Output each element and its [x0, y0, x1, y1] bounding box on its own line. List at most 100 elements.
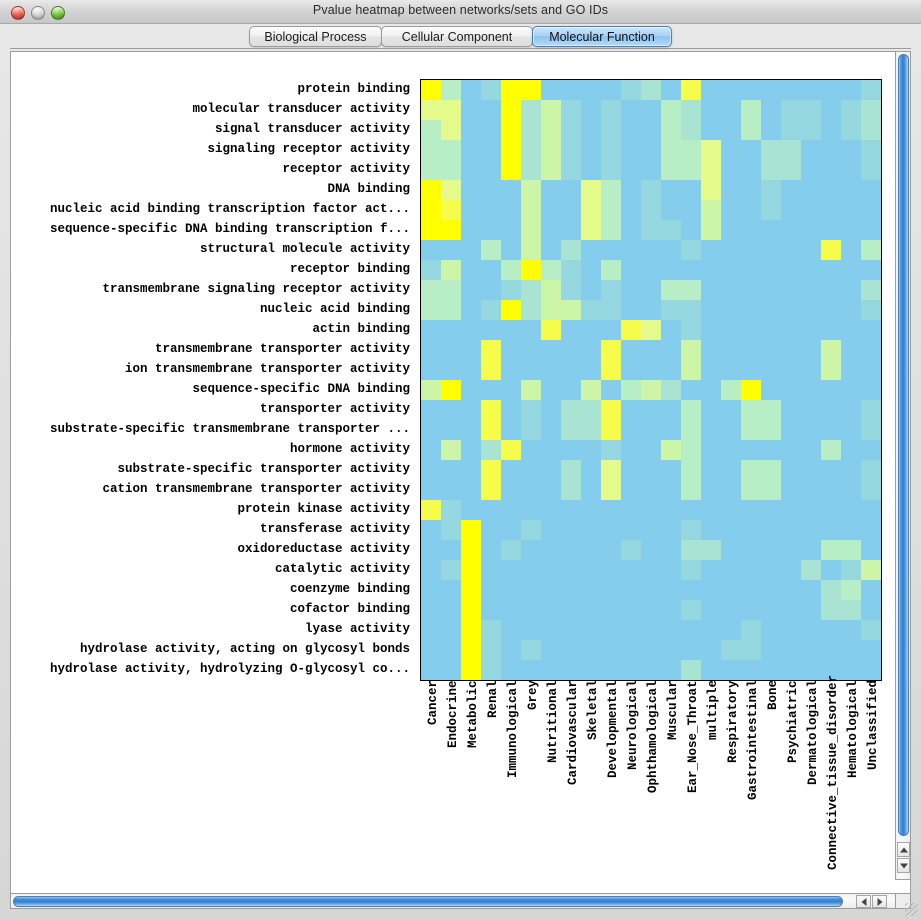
heatmap-cell[interactable] — [721, 140, 741, 160]
heatmap-cell[interactable] — [741, 460, 761, 480]
heatmap-cell[interactable] — [421, 280, 441, 300]
heatmap-cell[interactable] — [541, 120, 561, 140]
heatmap-cell[interactable] — [841, 100, 861, 120]
heatmap-cell[interactable] — [461, 440, 481, 460]
heatmap-cell[interactable] — [521, 500, 541, 520]
heatmap-cell[interactable] — [621, 300, 641, 320]
heatmap-cell[interactable] — [581, 100, 601, 120]
heatmap-cell[interactable] — [481, 300, 501, 320]
heatmap-cell[interactable] — [601, 320, 621, 340]
heatmap-cell[interactable] — [861, 80, 881, 100]
heatmap-cell[interactable] — [701, 80, 721, 100]
heatmap-cell[interactable] — [581, 500, 601, 520]
heatmap-cell[interactable] — [621, 220, 641, 240]
heatmap-cell[interactable] — [841, 220, 861, 240]
heatmap-cell[interactable] — [821, 140, 841, 160]
heatmap-cell[interactable] — [481, 480, 501, 500]
heatmap-cell[interactable] — [441, 340, 461, 360]
heatmap-cell[interactable] — [521, 540, 541, 560]
heatmap-cell[interactable] — [821, 360, 841, 380]
heatmap-cell[interactable] — [841, 360, 861, 380]
heatmap-cell[interactable] — [681, 540, 701, 560]
heatmap-cell[interactable] — [561, 520, 581, 540]
heatmap-cell[interactable] — [541, 660, 561, 680]
heatmap-cell[interactable] — [461, 160, 481, 180]
heatmap-cell[interactable] — [441, 440, 461, 460]
heatmap-cell[interactable] — [721, 380, 741, 400]
heatmap-cell[interactable] — [601, 160, 621, 180]
heatmap-cell[interactable] — [541, 500, 561, 520]
heatmap-cell[interactable] — [641, 440, 661, 460]
heatmap-cell[interactable] — [661, 400, 681, 420]
heatmap-cell[interactable] — [501, 400, 521, 420]
heatmap-cell[interactable] — [701, 660, 721, 680]
heatmap-cell[interactable] — [781, 460, 801, 480]
heatmap-cell[interactable] — [641, 240, 661, 260]
heatmap-cell[interactable] — [601, 280, 621, 300]
heatmap-cell[interactable] — [861, 660, 881, 680]
heatmap-cell[interactable] — [741, 360, 761, 380]
heatmap-cell[interactable] — [681, 100, 701, 120]
heatmap-cell[interactable] — [761, 660, 781, 680]
tab-molecular-function[interactable]: Molecular Function — [532, 26, 672, 47]
heatmap-cell[interactable] — [661, 220, 681, 240]
heatmap-cell[interactable] — [561, 160, 581, 180]
heatmap-cell[interactable] — [621, 140, 641, 160]
heatmap-cell[interactable] — [541, 160, 561, 180]
heatmap-cell[interactable] — [561, 80, 581, 100]
heatmap-cell[interactable] — [781, 360, 801, 380]
zoom-button[interactable] — [51, 6, 65, 20]
heatmap-cell[interactable] — [461, 100, 481, 120]
heatmap-cell[interactable] — [841, 260, 861, 280]
heatmap-cell[interactable] — [741, 560, 761, 580]
heatmap-cell[interactable] — [801, 180, 821, 200]
heatmap-cell[interactable] — [541, 640, 561, 660]
heatmap-cell[interactable] — [521, 660, 541, 680]
heatmap-cell[interactable] — [741, 600, 761, 620]
heatmap-cell[interactable] — [721, 280, 741, 300]
heatmap-cell[interactable] — [481, 380, 501, 400]
heatmap-cell[interactable] — [721, 520, 741, 540]
heatmap-cell[interactable] — [761, 560, 781, 580]
heatmap-cell[interactable] — [841, 580, 861, 600]
heatmap-cell[interactable] — [681, 120, 701, 140]
scroll-left-arrow-icon[interactable] — [856, 895, 871, 908]
heatmap-cell[interactable] — [621, 540, 641, 560]
heatmap-cell[interactable] — [641, 280, 661, 300]
heatmap-cell[interactable] — [661, 200, 681, 220]
heatmap-cell[interactable] — [801, 160, 821, 180]
heatmap-cell[interactable] — [561, 600, 581, 620]
heatmap-cell[interactable] — [721, 240, 741, 260]
heatmap-cell[interactable] — [581, 640, 601, 660]
heatmap-cell[interactable] — [821, 120, 841, 140]
heatmap-cell[interactable] — [861, 580, 881, 600]
heatmap-cell[interactable] — [721, 120, 741, 140]
heatmap-cell[interactable] — [821, 580, 841, 600]
heatmap-cell[interactable] — [761, 300, 781, 320]
heatmap-cell[interactable] — [461, 80, 481, 100]
heatmap-cell[interactable] — [601, 540, 621, 560]
heatmap-cell[interactable] — [741, 380, 761, 400]
horizontal-scrollbar[interactable] — [10, 893, 910, 909]
heatmap-cell[interactable] — [721, 260, 741, 280]
heatmap-cell[interactable] — [521, 520, 541, 540]
heatmap-cell[interactable] — [781, 200, 801, 220]
heatmap-cell[interactable] — [721, 200, 741, 220]
heatmap-cell[interactable] — [621, 160, 641, 180]
heatmap-cell[interactable] — [861, 100, 881, 120]
heatmap-cell[interactable] — [821, 160, 841, 180]
heatmap-cell[interactable] — [541, 80, 561, 100]
heatmap-cell[interactable] — [581, 160, 601, 180]
heatmap-cell[interactable] — [841, 540, 861, 560]
heatmap-cell[interactable] — [741, 580, 761, 600]
heatmap-cell[interactable] — [801, 500, 821, 520]
resize-grip-icon[interactable] — [905, 903, 918, 916]
heatmap-cell[interactable] — [761, 580, 781, 600]
heatmap-cell[interactable] — [841, 380, 861, 400]
heatmap-cell[interactable] — [841, 280, 861, 300]
heatmap-cell[interactable] — [861, 180, 881, 200]
heatmap-cell[interactable] — [801, 620, 821, 640]
heatmap-cell[interactable] — [741, 280, 761, 300]
heatmap-cell[interactable] — [501, 560, 521, 580]
heatmap-cell[interactable] — [541, 580, 561, 600]
